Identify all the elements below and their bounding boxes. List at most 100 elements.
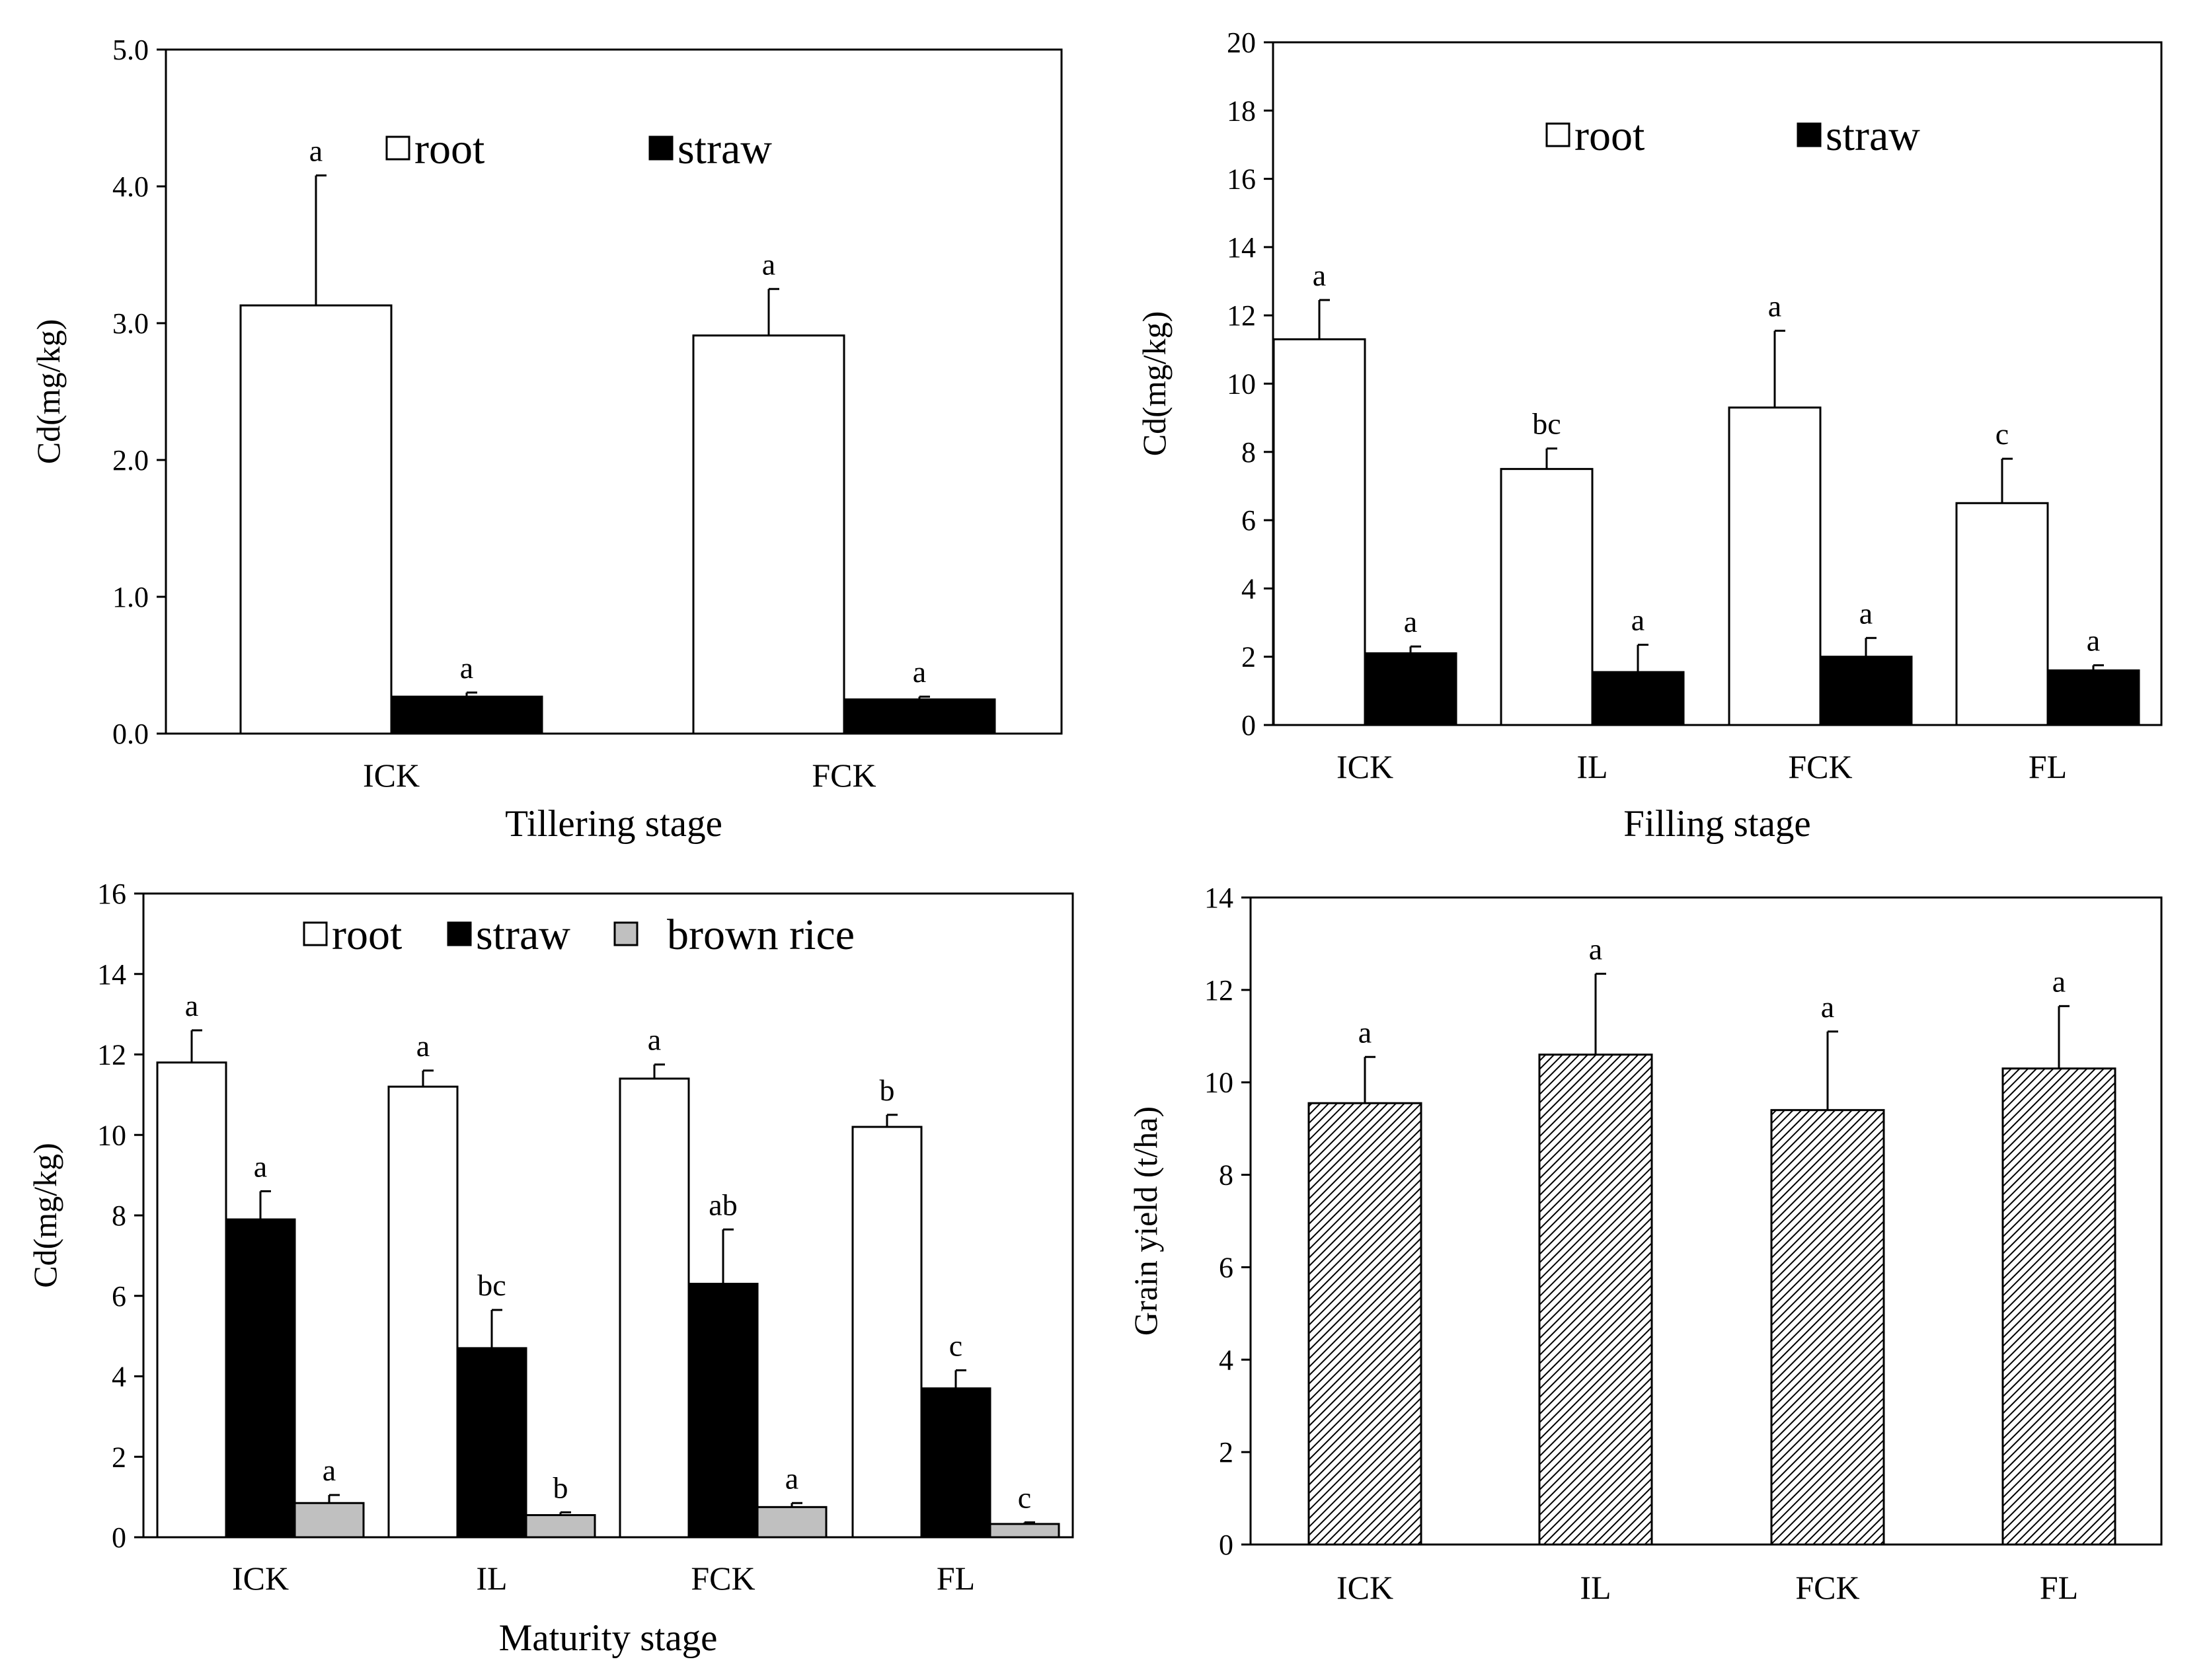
significance-letter: a [1404, 605, 1417, 638]
y-tick-label: 4 [112, 1361, 126, 1393]
y-tick-label: 2.0 [112, 444, 149, 477]
significance-letter: a [1859, 596, 1873, 630]
x-category-label: ICK [1336, 748, 1393, 785]
significance-letter: ab [709, 1188, 737, 1221]
significance-letter: a [2052, 964, 2066, 998]
y-tick-label: 5.0 [112, 34, 149, 66]
y-axis-title: Cd(mg/kg) [26, 1143, 63, 1287]
x-category-label: IL [1580, 1569, 1611, 1606]
y-tick-label: 12 [1227, 299, 1256, 332]
x-category-label: ICK [363, 757, 420, 794]
bar-straw [2046, 669, 2140, 726]
legend-label-straw: straw [476, 911, 570, 959]
bar-straw [1364, 652, 1457, 726]
x-category-label: FCK [1795, 1569, 1859, 1606]
significance-letter: a [185, 989, 198, 1022]
y-tick-label: 16 [1227, 163, 1256, 196]
bar-straw [456, 1347, 527, 1539]
significance-letter: a [460, 651, 473, 685]
y-axis-title: Grain yield (t/ha) [1127, 1106, 1164, 1336]
x-axis-title: Filling stage [1623, 803, 1810, 845]
y-tick-label: 10 [1227, 368, 1256, 401]
bar-brown-rice [525, 1514, 596, 1539]
y-tick-label: 2 [1241, 641, 1256, 673]
legend-swatch-root [303, 921, 328, 946]
x-category-label: FCK [812, 757, 876, 794]
chart-panel-2: 0 2 4 6 8 10 12 14 16 18 20 a bc a c a a a a ICK IL FCK FL Fill… [1136, 26, 2163, 845]
significance-letter: a [648, 1023, 661, 1057]
y-tick-label: 20 [1227, 26, 1256, 59]
legend-swatch-straw [648, 135, 674, 161]
bar-straw [687, 1282, 759, 1539]
x-category-label: FL [937, 1560, 975, 1597]
y-tick-label: 1.0 [112, 581, 149, 613]
y-tick-label: 10 [1204, 1067, 1233, 1099]
significance-letter: a [1358, 1015, 1372, 1049]
significance-letter: a [785, 1461, 798, 1495]
significance-letter: b [553, 1470, 568, 1504]
plot-frame [165, 48, 1063, 735]
legend-label-brown-rice: brown rice [667, 911, 855, 959]
bar-root [851, 1126, 923, 1539]
significance-letter: a [762, 247, 775, 281]
bar-root [619, 1077, 690, 1539]
significance-letter: a [1313, 258, 1326, 292]
y-tick-label: 12 [97, 1039, 126, 1071]
significance-letter: a [913, 655, 926, 689]
y-tick-label: 14 [1227, 231, 1256, 264]
y-tick-label: 3.0 [112, 307, 149, 340]
y-tick-label: 4.0 [112, 171, 149, 203]
chart-panel-1: 0.0 1.0 2.0 3.0 4.0 5.0 a a a a ICK FCK Tillering st… [30, 34, 1063, 845]
y-tick-label: 4 [1219, 1344, 1233, 1376]
bar-root [239, 304, 393, 735]
significance-letter: a [2087, 624, 2100, 658]
significance-letter: a [1768, 289, 1781, 323]
y-tick-label: 18 [1227, 95, 1256, 127]
legend-label-root: root [1574, 112, 1645, 160]
y-tick-label: 14 [1204, 882, 1233, 914]
y-tick-label: 6 [1219, 1251, 1233, 1283]
bar-root [692, 334, 845, 735]
bar-brown-rice [989, 1523, 1060, 1539]
x-axis-title: Maturity stage [499, 1617, 718, 1659]
y-tick-label: 16 [97, 878, 126, 910]
x-category-label: IL [476, 1560, 507, 1597]
plot-frame [1249, 896, 2163, 1546]
bar-grain-yield [1770, 1109, 1885, 1546]
y-tick-label: 4 [1241, 572, 1256, 605]
bar-grain-yield [2001, 1067, 2116, 1546]
x-category-label: FCK [691, 1560, 755, 1597]
legend-label-root: root [414, 125, 484, 173]
significance-letter: a [309, 134, 323, 167]
significance-letter: a [1631, 603, 1645, 637]
significance-letter: bc [477, 1268, 506, 1302]
bar-straw [1819, 656, 1913, 726]
y-tick-label: 0 [1241, 709, 1256, 742]
x-category-label: ICK [232, 1560, 289, 1597]
x-category-label: FCK [1788, 748, 1852, 785]
legend-label-root: root [332, 911, 402, 959]
bar-straw [1591, 671, 1685, 726]
bar-root [1728, 406, 1822, 726]
y-tick-label: 0 [112, 1521, 126, 1554]
bar-root [387, 1085, 459, 1539]
y-tick-label: 2 [112, 1441, 126, 1473]
significance-letter: b [880, 1073, 895, 1107]
x-category-label: ICK [1336, 1569, 1393, 1606]
significance-letter: a [416, 1029, 430, 1063]
y-axis-title: Cd(mg/kg) [30, 319, 67, 464]
y-tick-label: 6 [112, 1280, 126, 1313]
bar-brown-rice [293, 1502, 365, 1539]
y-tick-label: 14 [97, 958, 126, 991]
y-tick-label: 8 [112, 1200, 126, 1232]
legend-swatch-root [1545, 122, 1570, 147]
bar-grain-yield [1538, 1053, 1653, 1546]
legend-swatch-brown-rice [613, 921, 639, 946]
significance-letter: bc [1532, 407, 1561, 441]
bar-straw [390, 695, 543, 735]
y-axis-title: Cd(mg/kg) [1136, 311, 1173, 456]
legend-swatch-straw [1797, 122, 1822, 147]
x-category-label: FL [2029, 748, 2067, 785]
y-tick-label: 0 [1219, 1529, 1233, 1561]
